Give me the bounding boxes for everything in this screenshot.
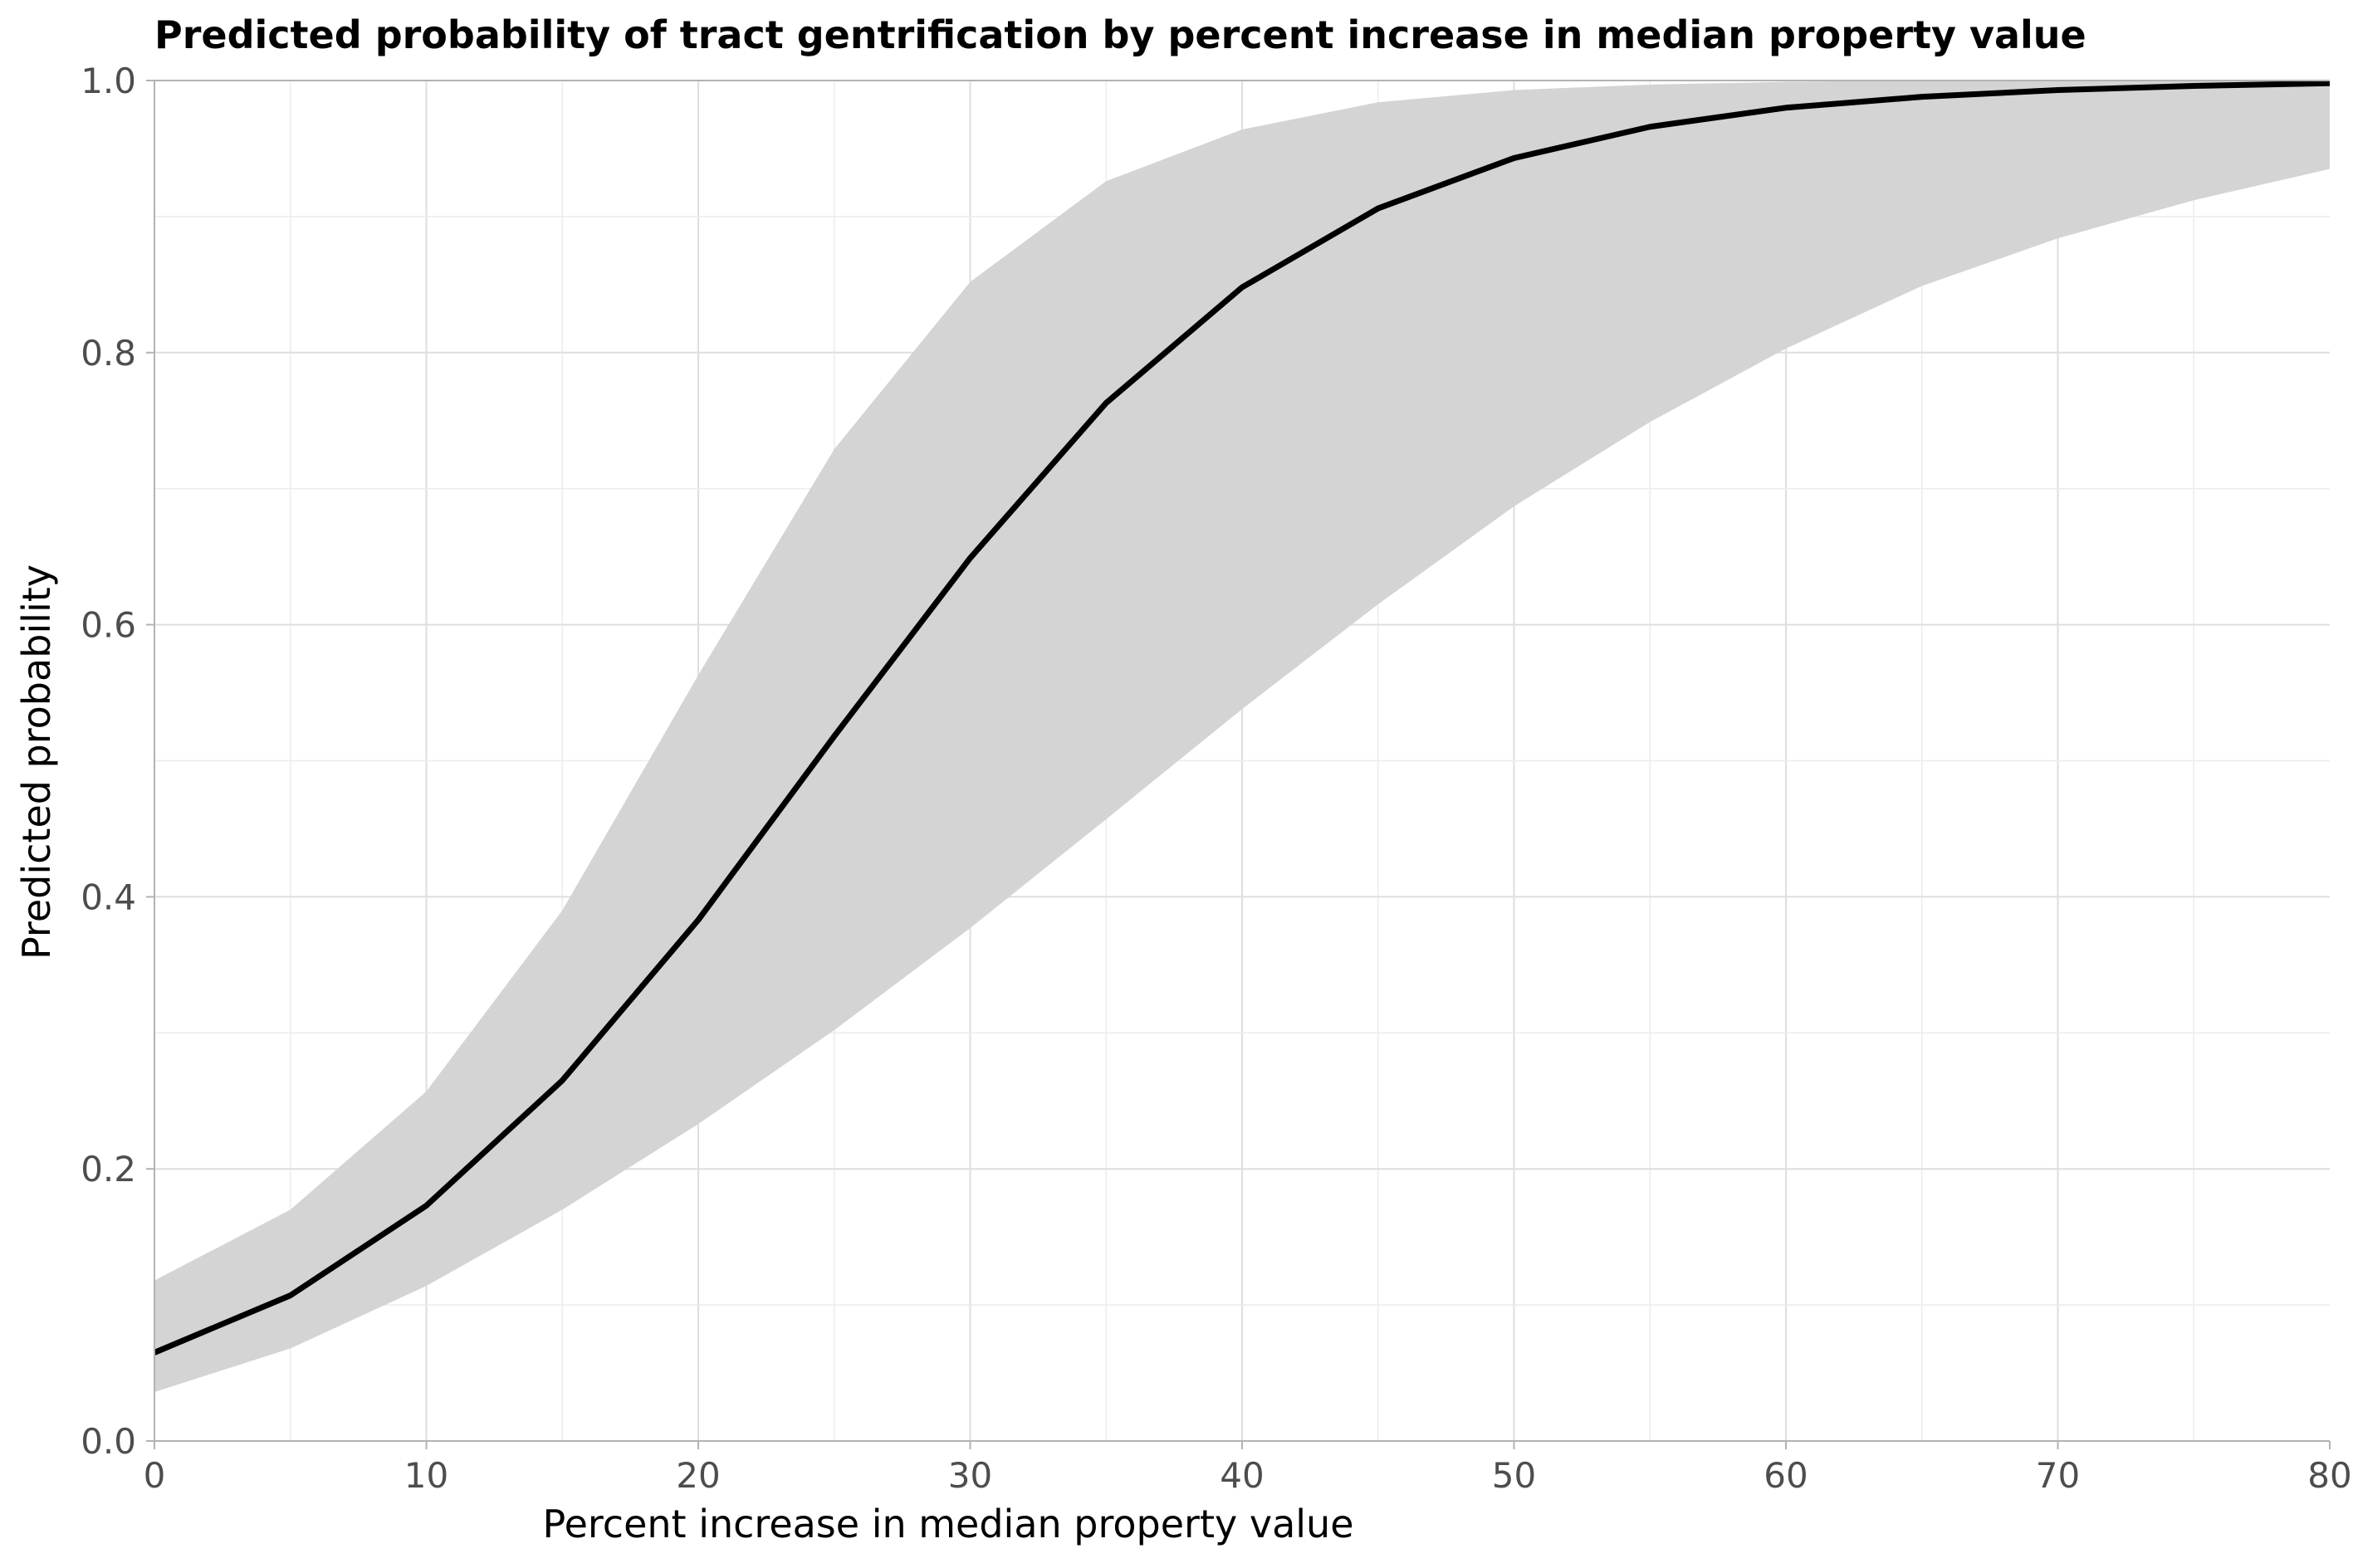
x-tick-label: 70 xyxy=(2036,1455,2080,1496)
x-axis-ticks: 0 10 20 30 40 50 60 70 80 xyxy=(144,1441,2352,1496)
x-tick-label: 30 xyxy=(948,1455,992,1496)
y-tick-label: 0.2 xyxy=(81,1149,136,1189)
x-tick-label: 60 xyxy=(1764,1455,1808,1496)
prediction-line xyxy=(153,80,2331,1356)
confidence-band xyxy=(154,81,2330,1392)
x-tick-label: 40 xyxy=(1220,1455,1264,1496)
x-tick-label: 10 xyxy=(404,1455,448,1496)
y-axis-ticks: 0.0 0.2 0.4 0.6 0.8 1.0 xyxy=(81,61,154,1462)
y-tick-label: 0.6 xyxy=(81,605,136,646)
y-tick-label: 1.0 xyxy=(81,61,136,101)
x-axis-title: Percent increase in median property valu… xyxy=(542,1502,1353,1546)
y-axis-title: Predicted probability xyxy=(14,564,59,960)
x-tick-label: 0 xyxy=(144,1455,166,1496)
y-tick-label: 0.0 xyxy=(81,1421,136,1462)
y-tick-label: 0.8 xyxy=(81,333,136,374)
x-tick-label: 20 xyxy=(676,1455,720,1496)
x-tick-label: 50 xyxy=(1492,1455,1536,1496)
prediction-line-layer xyxy=(153,80,2331,1356)
x-tick-label: 80 xyxy=(2307,1455,2351,1496)
y-tick-label: 0.4 xyxy=(81,877,136,917)
confidence-band-area xyxy=(154,81,2330,1392)
chart-title: Predicted probability of tract gentrific… xyxy=(154,12,2086,57)
